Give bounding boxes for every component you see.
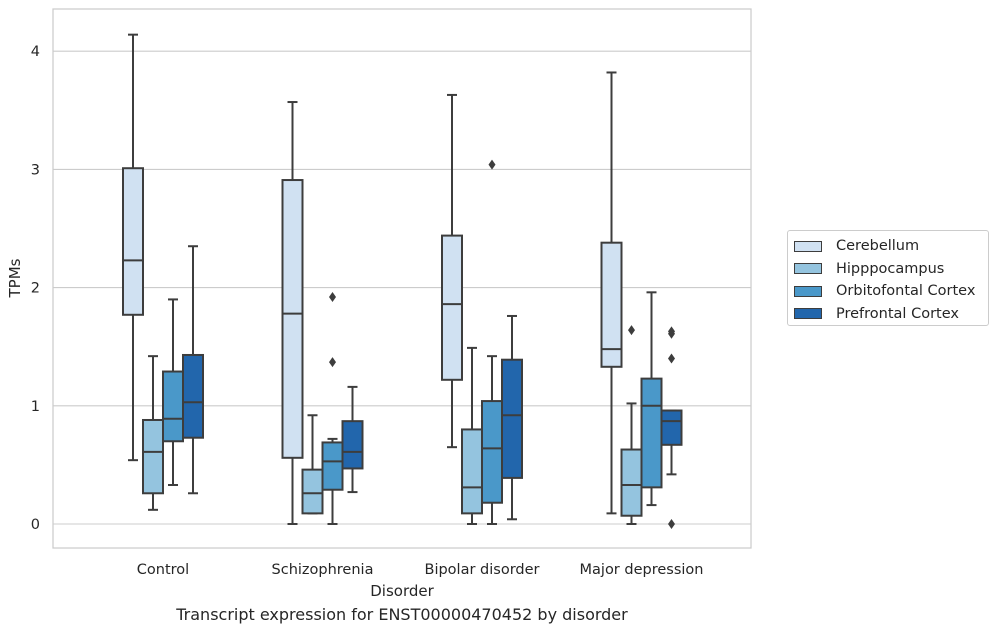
y-tick-label: 1 [31,399,40,415]
box-cerebellum-bipolar-disorder [441,93,463,449]
y-axis-ticks: 0 1 2 3 4 [31,44,40,533]
box-orbitofontal-cortex-major-depression [640,291,663,507]
box-body [281,179,304,459]
legend-swatch-hipppocampus [794,263,822,275]
box-hipppocampus-schizophrenia [301,414,324,515]
y-axis-label: TPMs [6,258,24,298]
box-body [321,441,344,491]
x-tick-label: Control [137,562,189,578]
box-body [600,241,623,368]
box-cerebellum-major-depression [600,71,623,515]
outlier-point [628,325,635,336]
x-axis-ticks: Control Schizophrenia Bipolar disorder Majo… [137,562,704,578]
y-tick-label: 3 [31,162,40,178]
box-prefrontal-cortex-major-depression [660,326,683,529]
outlier-point [668,353,675,364]
legend-swatch-cerebellum [794,240,822,252]
box-cerebellum-schizophrenia [281,101,304,525]
box-prefrontal-cortex-schizophrenia [341,385,364,494]
y-tick-label: 4 [31,44,40,60]
outlier-point [329,357,336,368]
box-body [162,370,184,443]
box-cerebellum-control [122,33,144,462]
legend-swatch-prefrontal-cortex [794,308,822,320]
box-body [441,234,463,381]
box-orbitofontal-cortex-control [162,298,184,486]
y-tick-label: 0 [31,517,40,533]
box-body [660,409,683,446]
legend: Cerebellum Hipppocampus Orbitofontal Cor… [787,230,989,326]
boxes-layer [122,33,683,529]
legend-item-hipppocampus: Hipppocampus [794,258,988,281]
box-orbitofontal-cortex-schizophrenia [321,292,344,525]
legend-item-cerebellum: Cerebellum [794,235,988,258]
x-axis-label: Disorder [370,582,434,600]
box-body [341,420,364,470]
box-prefrontal-cortex-control [182,245,204,495]
x-tick-label: Bipolar disorder [425,562,540,578]
legend-item-prefrontal-cortex: Prefrontal Cortex [794,303,988,326]
legend-label-prefrontal-cortex: Prefrontal Cortex [836,305,959,322]
x-tick-label: Schizophrenia [272,562,374,578]
box-body [481,400,503,504]
box-hipppocampus-control [142,355,164,511]
box-body [640,377,663,489]
legend-label-orbitofontal-cortex: Orbitofontal Cortex [836,283,976,300]
plot-frame [52,8,752,549]
outlier-point [488,159,496,170]
legend-label-hipppocampus: Hipppocampus [836,260,945,277]
legend-label-cerebellum: Cerebellum [836,238,920,255]
box-body [142,418,164,495]
figure-caption: Transcript expression for ENST0000047045… [176,605,628,624]
outlier-point [329,292,336,303]
box-body [301,468,324,515]
box-body [122,167,144,316]
box-body [461,428,483,515]
legend-swatch-orbitofontal-cortex [794,285,822,297]
x-tick-label: Major depression [580,562,704,578]
box-hipppocampus-major-depression [620,325,643,525]
box-hipppocampus-bipolar-disorder [461,346,483,525]
box-body [182,353,204,439]
box-prefrontal-cortex-bipolar-disorder [501,314,523,521]
y-tick-label: 2 [31,281,40,297]
box-orbitofontal-cortex-bipolar-disorder [481,159,503,525]
box-body [501,358,523,479]
outlier-point [668,326,675,337]
outlier-point [668,519,675,529]
legend-item-orbitofontal-cortex: Orbitofontal Cortex [794,280,988,303]
box-body [620,448,643,517]
